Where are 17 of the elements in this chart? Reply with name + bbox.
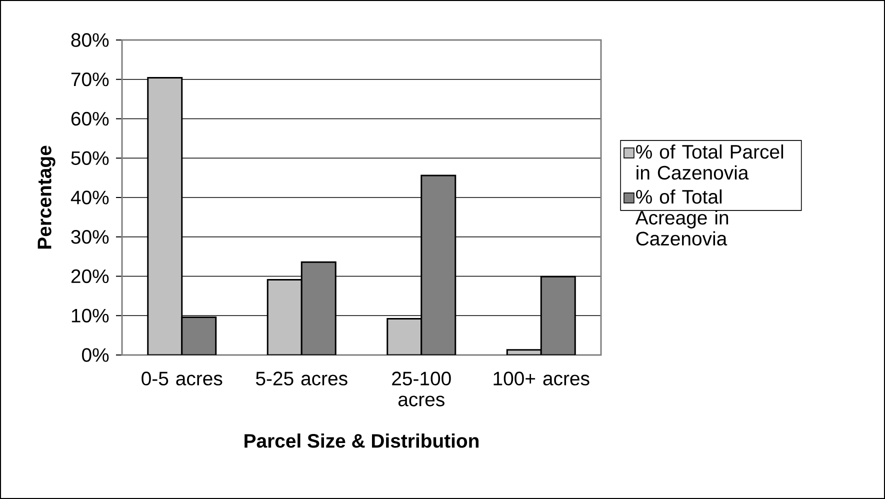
x-tick-label: 5-25 acres: [256, 372, 348, 386]
legend-label: % of Total Acreage in Cazenovia: [635, 189, 728, 246]
x-axis-title: Parcel Size & Distribution: [244, 433, 478, 448]
y-tick-label: 10%: [72, 308, 109, 322]
x-tick-label: 25-100 acres: [392, 372, 451, 406]
y-tick-label: 60%: [71, 112, 109, 126]
legend-label: % of Total Parcel in Cazenovia: [636, 144, 784, 180]
y-tick-label: 30%: [71, 230, 109, 244]
y-tick-label: 80%: [71, 33, 109, 47]
y-axis-title: Percentage: [38, 146, 56, 249]
y-tick-label: 20%: [71, 269, 109, 284]
y-tick-label: 0%: [82, 348, 109, 362]
x-tick-label: 0-5 acres: [142, 372, 222, 386]
y-tick-label: 40%: [70, 190, 109, 204]
y-tick-label: 70%: [71, 72, 109, 86]
x-tick-label: 100+ acres: [494, 372, 590, 386]
y-tick-label: 50%: [71, 151, 109, 165]
